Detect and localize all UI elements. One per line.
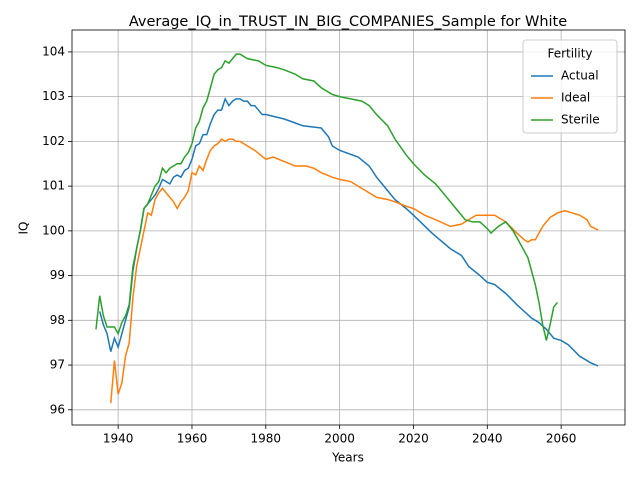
- x-axis-label: Years: [331, 451, 364, 465]
- series-line: [110, 138, 599, 404]
- chart-title: Average_IQ_in_TRUST_IN_BIG_COMPANIES_Sam…: [129, 14, 567, 30]
- series-line: [98, 97, 599, 367]
- legend-label: Ideal: [561, 91, 590, 105]
- y-axis-label: IQ: [17, 222, 31, 235]
- x-tick-label: 2020: [398, 432, 429, 446]
- y-tick-label: 100: [42, 223, 65, 237]
- x-tick-label: 1940: [103, 432, 134, 446]
- legend-box: [522, 39, 618, 134]
- x-tick-label: 1960: [177, 432, 208, 446]
- y-tick-label: 101: [42, 179, 65, 193]
- x-tick-label: 2000: [324, 432, 355, 446]
- y-tick-label: 98: [50, 313, 65, 327]
- legend-label: Actual: [561, 69, 599, 83]
- x-tick-label: 2040: [472, 432, 503, 446]
- y-tick-label: 104: [42, 44, 65, 58]
- y-tick-label: 103: [42, 89, 65, 103]
- x-tick-label: 2060: [546, 432, 577, 446]
- plot-frame: [71, 29, 626, 426]
- legend-label: Sterile: [561, 113, 600, 127]
- x-tick-label: 1980: [251, 432, 282, 446]
- y-tick-label: 96: [50, 402, 65, 416]
- legend-title: Fertility: [547, 47, 592, 61]
- y-tick-label: 102: [42, 134, 65, 148]
- series-line: [95, 53, 559, 341]
- y-tick-label: 99: [50, 268, 65, 282]
- y-tick-label: 97: [50, 358, 65, 372]
